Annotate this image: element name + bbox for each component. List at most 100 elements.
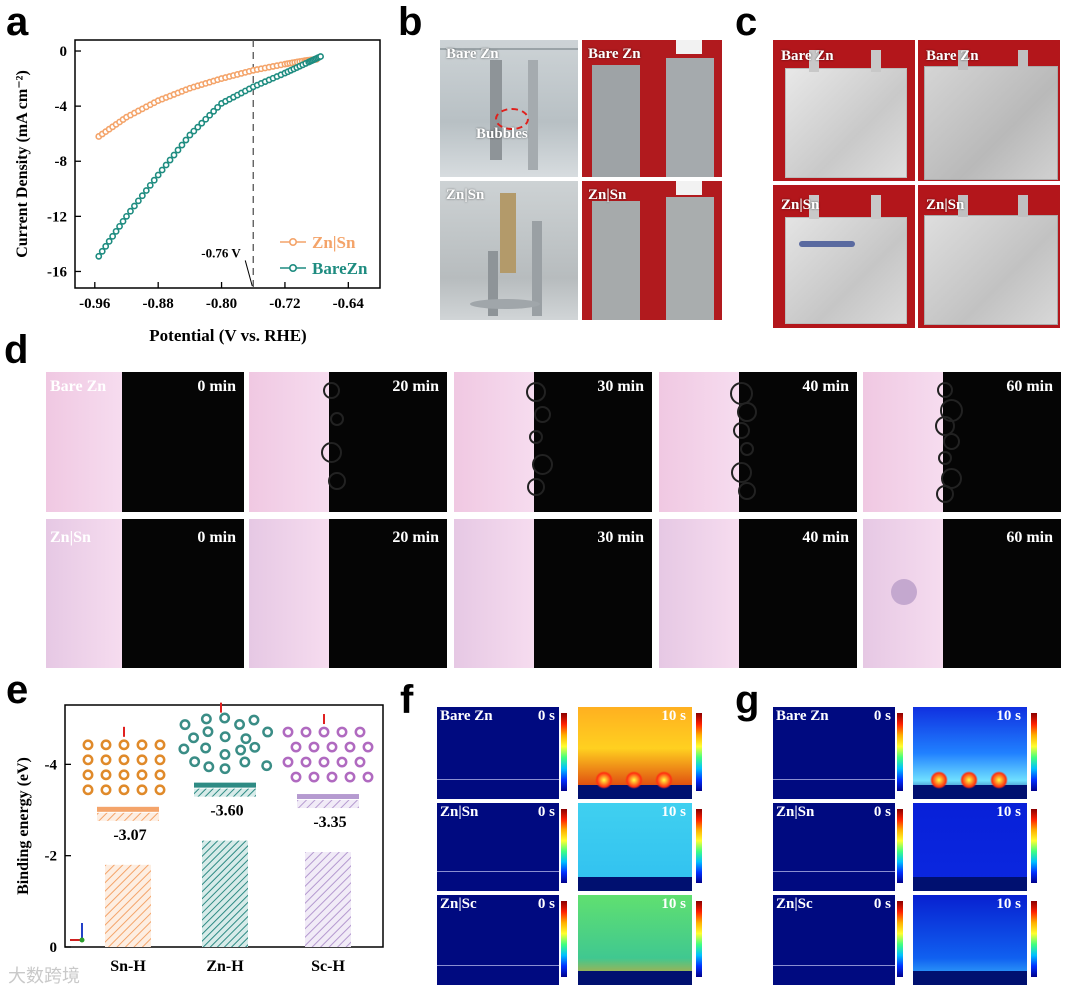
x-tick-label: -0.72 xyxy=(269,296,300,312)
atom xyxy=(240,733,252,745)
hydrogen-bubble xyxy=(526,382,546,402)
atom xyxy=(362,741,374,753)
atom xyxy=(235,744,247,756)
atom xyxy=(344,771,356,783)
electrode-surface xyxy=(773,871,895,872)
atom xyxy=(200,713,212,725)
watermark-text: 大数跨境 xyxy=(8,966,80,987)
sim-frame-10s: 10 s xyxy=(578,803,692,891)
photo-c-znsn-front: Zn|Sn xyxy=(773,185,915,328)
atom xyxy=(154,739,166,751)
chart-e-bars: -3.07 Sn-H -3.60 Zn-H -3.35 Sc-H xyxy=(97,782,359,975)
sim-time-label: 10 s xyxy=(661,804,686,820)
atom xyxy=(219,763,231,775)
data-point xyxy=(158,166,166,174)
atom xyxy=(336,726,348,738)
chart-a-lsv: -0.96 -0.88 -0.80 -0.72 -0.64 0 -4 -8 -12 -16 -0.… xyxy=(14,39,381,345)
hydrogen-bubble xyxy=(527,478,545,496)
atom xyxy=(136,739,148,751)
atom xyxy=(136,784,148,796)
bar-Zn-H xyxy=(202,840,248,947)
data-point xyxy=(112,227,120,235)
time-label: 30 min xyxy=(597,378,644,395)
photo-label: Bare Zn xyxy=(588,46,641,62)
data-point xyxy=(162,161,170,169)
y-tick-label: -4 xyxy=(55,99,68,115)
photo-label: Bare Zn xyxy=(446,46,499,62)
micrograph-frame: Zn|Sn 0 min xyxy=(46,519,244,668)
colorbar xyxy=(561,901,567,977)
electrolyte-region xyxy=(454,519,534,668)
x-tick-label: -0.96 xyxy=(79,296,111,312)
panel-label-f: f xyxy=(400,678,414,722)
chart-a-ylabel: Current Density (mA cm⁻²) xyxy=(14,70,31,258)
sim-row-label: Zn|Sn xyxy=(440,804,479,820)
hydrogen-bubble xyxy=(330,412,344,426)
colorbar xyxy=(561,809,567,883)
zn-electrode-region xyxy=(943,372,1061,512)
electrolyte-region xyxy=(454,372,534,512)
atom xyxy=(82,769,94,781)
atom xyxy=(326,771,338,783)
atom xyxy=(308,771,320,783)
panel-label-e: e xyxy=(6,668,29,712)
zn-electrode-region xyxy=(122,519,244,668)
hydrogen-bubble xyxy=(740,442,754,456)
panel-label-b: b xyxy=(398,0,423,44)
data-point xyxy=(178,141,186,149)
atom xyxy=(354,756,366,768)
electrode-bottom xyxy=(578,877,692,891)
atom xyxy=(178,743,190,755)
micrograph-frame: 20 min xyxy=(249,372,447,512)
sim-frame-10s: 10 s xyxy=(913,803,1027,891)
atomic-structure xyxy=(82,726,166,796)
data-point xyxy=(123,212,130,220)
colorbar xyxy=(1031,713,1037,791)
atom xyxy=(136,769,148,781)
sim-frame-0s: Bare Zn 0 s xyxy=(773,707,895,799)
data-point xyxy=(154,171,162,179)
chart-a-series xyxy=(95,53,324,260)
zn-electrode-region xyxy=(943,519,1061,668)
photo-c-bare-zn-front: Bare Zn xyxy=(773,40,915,181)
colorbar xyxy=(897,901,903,977)
electrolyte-region xyxy=(659,372,739,512)
sim-time-label: 0 s xyxy=(537,804,555,820)
data-point xyxy=(186,131,194,139)
data-point xyxy=(116,222,123,230)
bar-cap xyxy=(194,782,256,788)
hot-spot xyxy=(595,771,613,789)
time-label: 0 min xyxy=(197,378,236,395)
data-point xyxy=(138,192,146,200)
atom xyxy=(179,719,191,731)
atom xyxy=(203,761,215,773)
data-point xyxy=(150,176,158,184)
legend-label: Zn|Sn xyxy=(312,233,356,252)
atom xyxy=(154,769,166,781)
chart-e-binding-energy: 0 -2 -4 -3.07 Sn-H -3.60 Zn-H -3.35 Sc-H Bindin… xyxy=(15,702,384,975)
colorbar xyxy=(696,809,702,883)
sim-row-label: Zn|Sc xyxy=(776,896,813,912)
atom xyxy=(282,726,294,738)
photo-b-bare-zn-beaker: Bare Zn Bubbles xyxy=(440,40,578,177)
hydrogen-bubble xyxy=(328,472,346,490)
hydrogen-bubble xyxy=(730,462,752,483)
axis-triad-icon xyxy=(70,923,85,943)
sim-time-label: 0 s xyxy=(873,804,891,820)
data-point xyxy=(142,187,150,194)
sim-time-label: 10 s xyxy=(996,896,1021,912)
atom xyxy=(234,719,246,730)
atom xyxy=(326,741,338,753)
panel-label-a: a xyxy=(6,0,29,44)
y-tick-label: 0 xyxy=(50,940,58,956)
chart-e-structures xyxy=(82,702,374,796)
atom xyxy=(200,742,212,754)
sim-time-label: 10 s xyxy=(996,708,1021,724)
colorbar xyxy=(1031,809,1037,883)
data-point xyxy=(182,136,190,144)
atom xyxy=(202,726,214,738)
sim-time-label: 0 s xyxy=(537,708,555,724)
data-point xyxy=(119,217,127,225)
atom xyxy=(189,756,201,768)
data-point xyxy=(98,247,106,255)
